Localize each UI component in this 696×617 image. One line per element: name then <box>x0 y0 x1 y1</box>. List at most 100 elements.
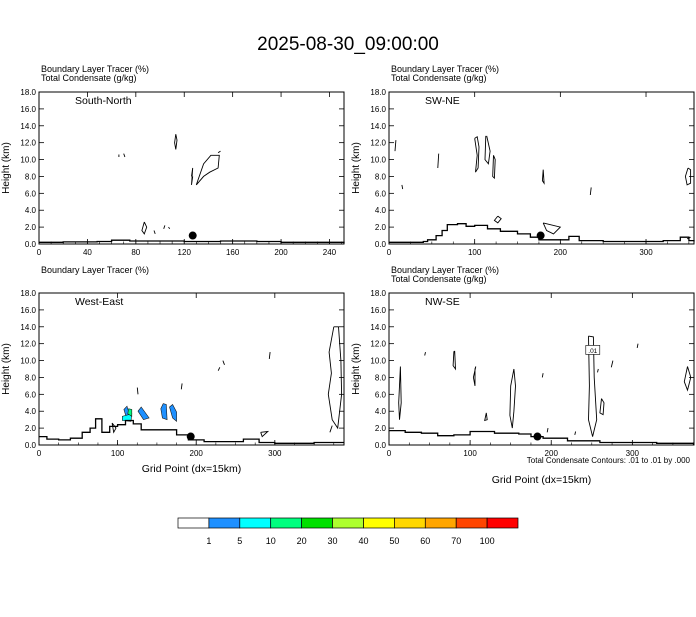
condensate-contour <box>452 350 457 371</box>
condensate-contour <box>401 184 404 190</box>
y-tick-label: 8.0 <box>375 373 387 382</box>
colorbar: 1 5 10 20 30 40 50 60 70 100 <box>177 517 519 546</box>
figure-title: 2025-08-30_09:00:00 <box>257 34 439 55</box>
condensate-contour <box>123 153 126 158</box>
condensate-contour <box>492 155 496 180</box>
y-tick-label: 2.0 <box>25 424 37 433</box>
x-tick-label: 240 <box>323 248 337 257</box>
x-tick-label: 0 <box>37 449 42 458</box>
condensate-contour <box>111 422 117 434</box>
condensate-contour <box>424 351 426 356</box>
condensate-contour <box>636 343 639 348</box>
colorbar-swatch <box>394 517 426 529</box>
y-tick-label: 2.0 <box>25 223 37 232</box>
y-tick-label: 0.0 <box>375 441 387 450</box>
colorbar-swatch <box>332 517 364 529</box>
x-axis-label: Grid Point (dx=15km) <box>142 463 242 475</box>
y-tick-label: 2.0 <box>375 223 387 232</box>
condensate-contour <box>195 154 220 186</box>
condensate-contour <box>153 230 156 235</box>
y-tick-label: 10.0 <box>20 357 36 366</box>
y-tick-label: 8.0 <box>25 172 37 181</box>
x-tick-label: 100 <box>463 449 477 458</box>
x-tick-label: 160 <box>226 248 240 257</box>
y-tick-label: 0.0 <box>25 240 37 249</box>
y-tick-label: 2.0 <box>375 424 387 433</box>
condensate-contour <box>597 368 599 373</box>
terrain-line <box>389 429 694 444</box>
condensate-contour <box>509 368 516 429</box>
y-tick-label: 14.0 <box>20 323 36 332</box>
colorbar-swatch <box>177 517 210 529</box>
y-tick-label: 12.0 <box>370 139 386 148</box>
y-tick-label: 10.0 <box>370 357 386 366</box>
condensate-contour <box>329 425 333 433</box>
y-tick-label: 16.0 <box>370 306 386 315</box>
condensate-contour <box>472 366 477 386</box>
condensate-contour <box>574 431 577 436</box>
contour-footnote: Total Condensate Contours: .01 to .01 by… <box>527 456 691 465</box>
panels: Boundary Layer Tracer (%) Total Condensat… <box>1 64 695 486</box>
y-tick-label: 10.0 <box>20 156 36 165</box>
panel-header-tracer: Boundary Layer Tracer (%) <box>41 64 149 74</box>
colorbar-label: 50 <box>389 536 399 546</box>
colorbar-label: 5 <box>237 536 242 546</box>
x-tick-label: 100 <box>111 449 125 458</box>
x-tick-label: 40 <box>83 248 92 257</box>
location-marker <box>188 231 197 240</box>
condensate-contour <box>141 221 148 235</box>
panel-header-condensate: Total Condensate (g/kg) <box>391 274 487 284</box>
colorbar-label: 10 <box>266 536 276 546</box>
x-tick-label: 0 <box>37 248 42 257</box>
y-tick-label: 16.0 <box>20 105 36 114</box>
condensate-contour <box>398 366 402 420</box>
y-tick-label: 18.0 <box>20 289 36 298</box>
condensate-contour <box>136 387 139 395</box>
terrain-line <box>39 239 345 244</box>
x-tick-label: 300 <box>639 248 653 257</box>
condensate-contour <box>589 187 592 196</box>
panel-nw-se: Boundary Layer Tracer (%)Total Condensat… <box>351 265 695 486</box>
panel-label: NW-SE <box>425 296 460 308</box>
y-tick-label: 4.0 <box>375 206 387 215</box>
y-tick-label: 6.0 <box>25 189 37 198</box>
x-tick-label: 200 <box>545 449 559 458</box>
y-tick-label: 14.0 <box>370 323 386 332</box>
condensate-contour <box>541 373 544 378</box>
y-tick-label: 18.0 <box>370 88 386 97</box>
y-tick-label: 18.0 <box>20 88 36 97</box>
y-tick-label: 6.0 <box>375 189 387 198</box>
panel-header-condensate: Total Condensate (g/kg) <box>391 73 487 83</box>
contour-label-box <box>585 345 601 355</box>
condensate-contour <box>260 430 270 438</box>
colorbar-swatch <box>363 517 395 529</box>
plot-frame <box>388 91 695 245</box>
y-tick-label: 8.0 <box>375 172 387 181</box>
colorbar-label: 1 <box>206 536 211 546</box>
y-tick-label: 4.0 <box>25 206 37 215</box>
condensate-contour <box>174 134 178 150</box>
colorbar-label: 70 <box>451 536 461 546</box>
colorbar-label: 20 <box>297 536 307 546</box>
condensate-contour <box>217 367 221 371</box>
colorbar-swatch <box>455 517 488 529</box>
x-tick-label: 100 <box>468 248 482 257</box>
x-tick-label: 80 <box>131 248 140 257</box>
x-tick-label: 0 <box>387 449 392 458</box>
y-tick-label: 4.0 <box>375 407 387 416</box>
y-tick-label: 8.0 <box>25 373 37 382</box>
plot-frame <box>388 292 695 446</box>
condensate-contour <box>394 140 397 152</box>
x-tick-label: 120 <box>178 248 192 257</box>
colorbar-swatch <box>270 517 302 529</box>
terrain-line <box>389 223 695 243</box>
y-tick-label: 12.0 <box>20 340 36 349</box>
y-tick-label: 12.0 <box>20 139 36 148</box>
colorbar-label: 60 <box>420 536 430 546</box>
y-axis-label: Height (km) <box>1 142 12 194</box>
terrain-line <box>39 418 344 444</box>
colorbar-swatch <box>239 517 272 529</box>
y-tick-label: 4.0 <box>25 407 37 416</box>
